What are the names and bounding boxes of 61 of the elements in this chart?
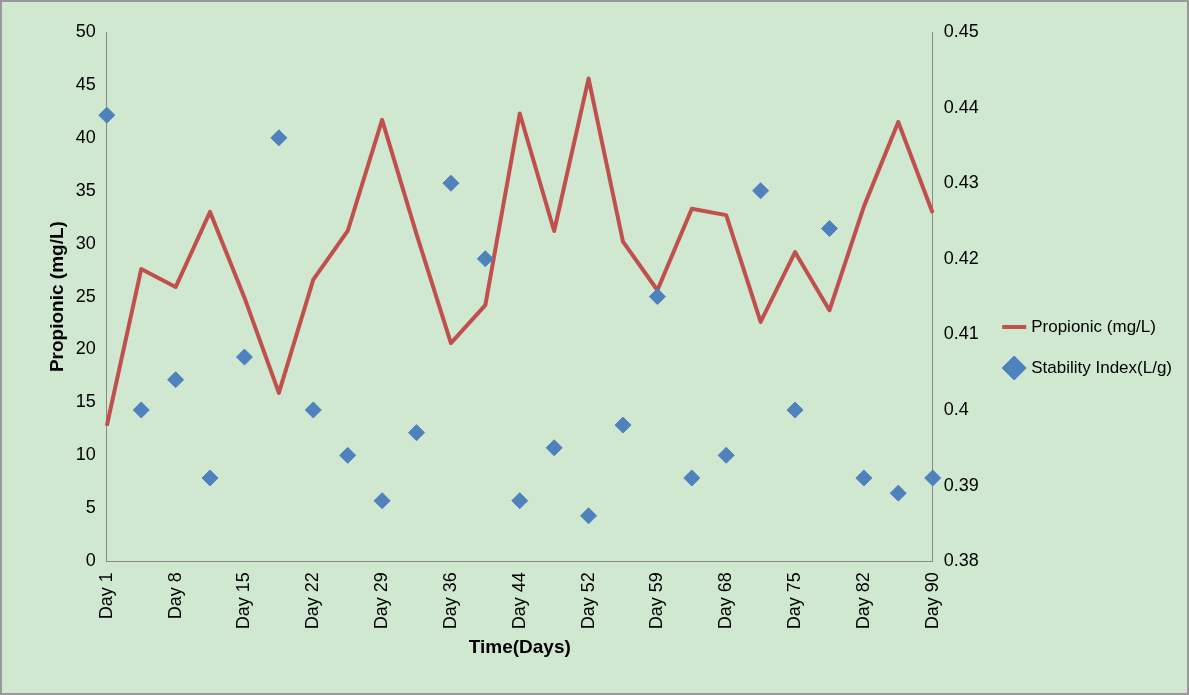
x-tick-label: Day 52 — [577, 572, 598, 630]
point — [270, 129, 288, 147]
point — [820, 220, 838, 238]
x-tick-label: Day 36 — [439, 572, 460, 630]
y-tick-label: 25 — [75, 285, 96, 306]
y-tick-label: 5 — [85, 497, 96, 518]
y-tick-label: 45 — [75, 73, 96, 94]
point — [132, 401, 150, 419]
y-tick-label: 30 — [75, 232, 96, 253]
point — [889, 484, 907, 502]
x-tick-label: Day 75 — [784, 572, 804, 630]
point — [476, 250, 494, 268]
y2-tick-label: 0.45 — [943, 20, 979, 41]
point — [580, 507, 598, 525]
point — [98, 106, 116, 124]
point — [304, 401, 322, 419]
y2-tick-label: 0.43 — [943, 172, 979, 193]
point — [717, 446, 735, 464]
y-tick-label: 50 — [75, 20, 96, 41]
y2-tick-label: 0.38 — [943, 550, 979, 571]
x-tick-label: Day 8 — [164, 572, 185, 620]
point — [648, 288, 666, 306]
x-tick-label: Day 82 — [852, 572, 873, 630]
point — [545, 439, 563, 457]
y-axis-title: Propionic (mg/L) — [45, 221, 67, 373]
x-axis-title: Time(Days) — [468, 635, 571, 657]
y-tick-label: 40 — [75, 126, 96, 147]
y2-tick-label: 0.44 — [943, 96, 979, 117]
y-tick-label: 35 — [75, 179, 96, 200]
y-tick-label: 15 — [75, 391, 96, 412]
x-tick-label: Day 90 — [921, 572, 942, 630]
y2-tick-label: 0.4 — [943, 398, 969, 419]
x-tick-label: Day 29 — [371, 572, 392, 630]
x-tick-label: Day 59 — [646, 572, 667, 630]
x-tick-label: Day 44 — [508, 572, 529, 630]
y2-tick-label: 0.41 — [943, 323, 979, 344]
point — [235, 348, 253, 366]
point — [201, 469, 219, 487]
point — [408, 424, 426, 442]
point — [786, 401, 804, 419]
x-tick-label: Day 15 — [233, 572, 254, 630]
y-tick-label: 20 — [75, 338, 96, 359]
legend-label: Propionic (mg/L) — [1031, 316, 1156, 336]
point — [373, 492, 391, 510]
point — [924, 469, 942, 487]
y2-tick-label: 0.42 — [943, 247, 979, 268]
point — [339, 446, 357, 464]
x-tick-label: Day 22 — [302, 572, 323, 630]
point — [855, 469, 873, 487]
point — [683, 469, 701, 487]
point — [752, 182, 770, 200]
point — [511, 492, 529, 510]
x-tick-label: Day 68 — [715, 572, 736, 630]
y-tick-label: 10 — [75, 444, 96, 465]
point — [614, 416, 632, 434]
y2-tick-label: 0.39 — [943, 474, 979, 495]
point — [167, 371, 185, 389]
y-tick-label: 0 — [85, 550, 96, 571]
legend-label: Stability Index(L/g) — [1031, 357, 1173, 377]
x-tick-label: Day 1 — [95, 572, 116, 620]
point — [442, 174, 460, 192]
